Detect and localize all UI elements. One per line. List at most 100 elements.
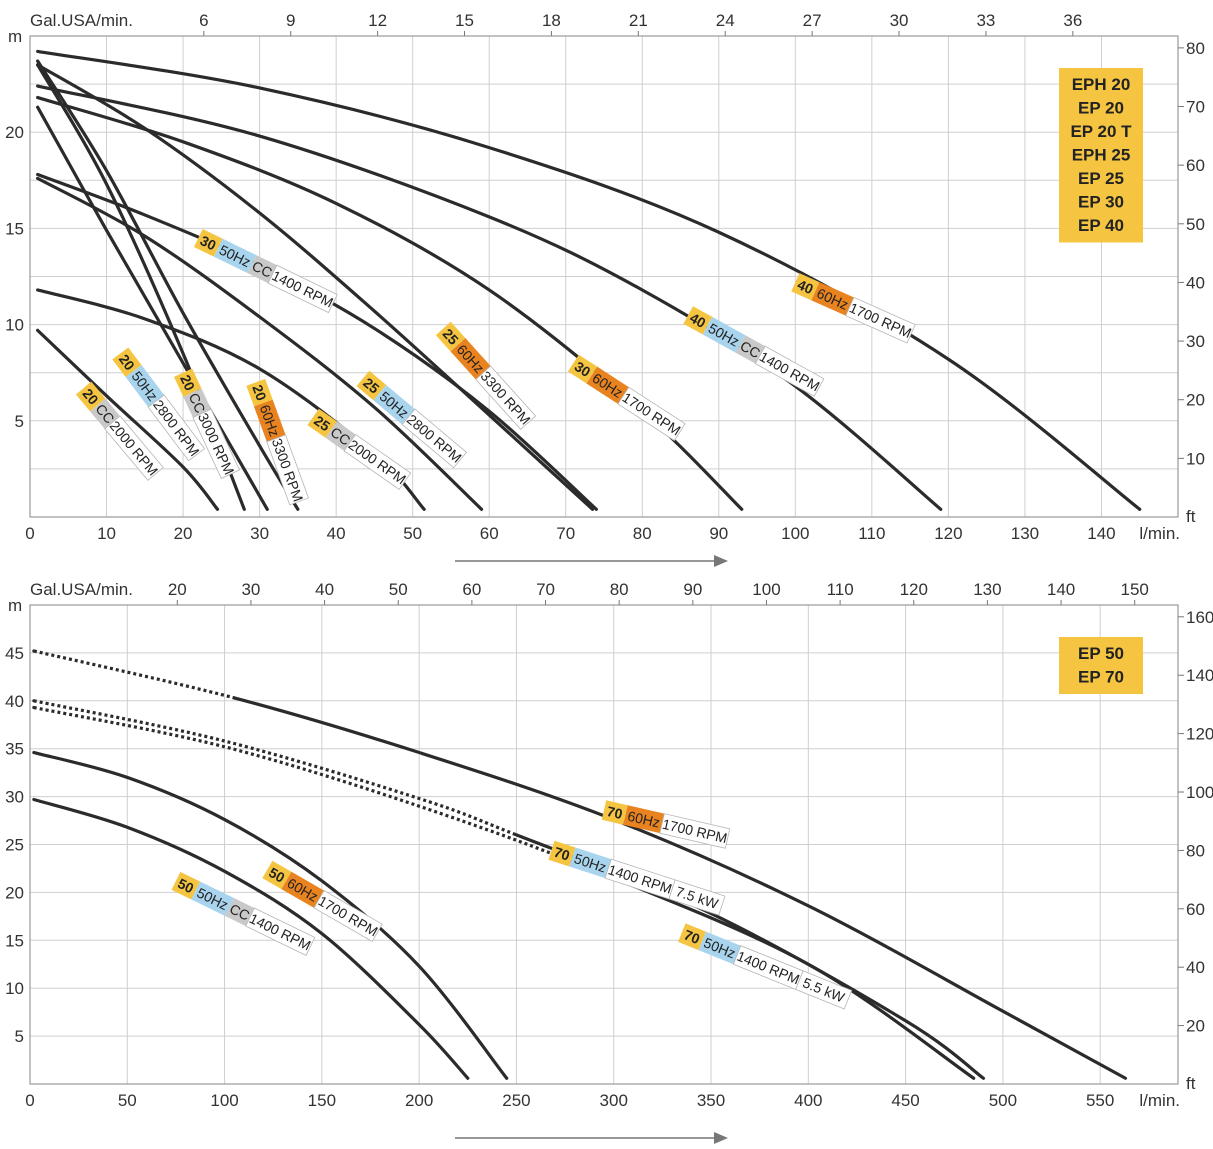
top-models-legend: EPH 20 EP 20 EP 20 T EPH 25 EP 25 EP 30 EP 40 — [1059, 68, 1143, 243]
bottom-label-badge — [795, 970, 853, 1010]
top-label-badge — [253, 399, 286, 442]
bottom-label-badge — [601, 800, 628, 825]
bottom-x-tick-label: 350 — [697, 1091, 725, 1110]
chart-top-svg: 0 10 20 30 40 50 60 70 80 90 100 110 120 130 140 l/min.… — [5, 11, 1205, 567]
bottom-x2-tick-label: 50 — [389, 580, 408, 599]
top-label-badge — [112, 347, 142, 378]
bottom-y-tick-label: 45 — [5, 644, 24, 663]
top-curve-5 — [36, 176, 484, 511]
top-label-badge — [617, 386, 686, 442]
top-label-text: 20 — [249, 383, 269, 403]
bottom-x-tick-label: 500 — [989, 1091, 1017, 1110]
top-x2-tick-label: 24 — [716, 11, 735, 30]
top-x-tick-label: 110 — [858, 524, 885, 543]
top-label-badge — [247, 255, 277, 284]
bottom-x2-tick-label: 70 — [536, 580, 555, 599]
top-x-tick-label: 100 — [781, 524, 809, 543]
top-x-axis-label: l/min. — [1139, 524, 1180, 543]
top-x-tick-label: 130 — [1011, 524, 1039, 543]
top-label-badge — [213, 238, 257, 274]
bottom-models-box — [1059, 637, 1143, 694]
top-y2-tick-label: 60 — [1186, 156, 1205, 175]
top-label-badge — [450, 338, 491, 380]
top-models-box — [1059, 68, 1143, 243]
top-x2-tick-label: 21 — [629, 11, 648, 30]
bottom-y2-tick-label: 20 — [1186, 1017, 1205, 1036]
top-label-badge — [373, 384, 416, 425]
bottom-label-badge — [191, 881, 234, 917]
bottom-label-text: 50 — [266, 864, 288, 886]
bottom-models-legend: EP 50 EP 70 — [1059, 637, 1143, 694]
bottom-x2-tick-label: 100 — [752, 580, 780, 599]
top-y-axis-label: m — [8, 27, 22, 46]
top-y2-tick-label: 70 — [1186, 98, 1205, 117]
bottom-x2-tick-label: 90 — [683, 580, 702, 599]
top-label-badge — [754, 345, 825, 397]
bottom-y-tick-label: 40 — [5, 692, 24, 711]
bottom-y2-tick-label: 120 — [1186, 725, 1213, 744]
bottom-curve-dotted-0 — [33, 649, 1127, 1080]
top-y-tick-label: 15 — [5, 219, 24, 238]
top-label-badge — [845, 296, 916, 344]
top-y2-tick-label: 10 — [1186, 449, 1205, 468]
top-y2-axis-label: ft — [1186, 507, 1196, 526]
top-label-text: 2000 RPM — [107, 418, 162, 479]
top-x-tick-label: 140 — [1087, 524, 1115, 543]
bottom-curve-3 — [32, 750, 509, 1080]
top-label-text: CC — [250, 258, 275, 281]
top-x2-tick-label: 30 — [890, 11, 909, 30]
top-label-text: 1400 RPM — [757, 348, 823, 394]
top-x2-tick-label: 6 — [199, 11, 208, 30]
bottom-y-tick-label: 15 — [5, 931, 24, 950]
bottom-label-badge — [281, 871, 324, 908]
top-flow-arrow — [455, 555, 728, 567]
top-label-badge — [735, 335, 766, 364]
bottom-label-text: CC — [227, 900, 252, 923]
top-grid — [29, 35, 1179, 518]
bottom-label-badge — [171, 871, 201, 900]
bottom-x-tick-label: 150 — [308, 1091, 336, 1110]
top-label-badge — [811, 282, 854, 316]
top-x2-axis-label: Gal.USA/min. — [30, 11, 133, 30]
bottom-y2-tick-label: 60 — [1186, 900, 1205, 919]
top-x2-tick-label: 18 — [542, 11, 561, 30]
bottom-x2-tick-label: 140 — [1047, 580, 1075, 599]
bottom-label-badge — [262, 860, 292, 890]
bottom-x2-tick-label: 80 — [610, 580, 629, 599]
top-y-tick-label: 10 — [5, 316, 24, 335]
top-label-text: 20 — [177, 372, 198, 393]
bottom-x2-tick-label: 20 — [168, 580, 187, 599]
bottom-label-text: 1400 RPM — [606, 861, 674, 897]
top-model-name: EPH 25 — [1072, 146, 1131, 165]
top-model-name: EP 40 — [1078, 216, 1124, 235]
top-y2-tick-label: 80 — [1186, 39, 1205, 58]
top-curve-4 — [36, 63, 595, 511]
top-x-tick-label: 30 — [250, 524, 269, 543]
top-curve-9 — [36, 105, 269, 511]
top-label-text: 40 — [687, 310, 709, 332]
top-curve-1 — [36, 84, 943, 511]
top-label-badge — [356, 370, 387, 401]
top-x-tick-label: 70 — [556, 524, 575, 543]
bottom-label-text: 70 — [605, 803, 624, 822]
bottom-x2-tick-label: 60 — [462, 580, 481, 599]
bottom-label-text: 60Hz — [626, 808, 661, 831]
bottom-y-tick-label: 35 — [5, 740, 24, 759]
top-label-badge — [266, 434, 310, 506]
top-x-tick-label: 20 — [174, 524, 193, 543]
bottom-y-axis-label: m — [8, 596, 22, 615]
bottom-x2-tick-label: 30 — [241, 580, 260, 599]
top-label-badge — [192, 408, 240, 479]
bottom-label-badge — [245, 907, 316, 957]
top-label-badge — [702, 316, 746, 353]
bottom-x2-tick-label: 110 — [827, 580, 854, 599]
bottom-y-tick-label: 5 — [15, 1027, 24, 1046]
bottom-flow-arrow — [455, 1132, 728, 1144]
bottom-x2-tick-label: 40 — [315, 580, 334, 599]
top-label-badge — [791, 273, 820, 301]
top-label-badge — [104, 415, 164, 481]
bottom-plot-frame — [29, 604, 1179, 1085]
